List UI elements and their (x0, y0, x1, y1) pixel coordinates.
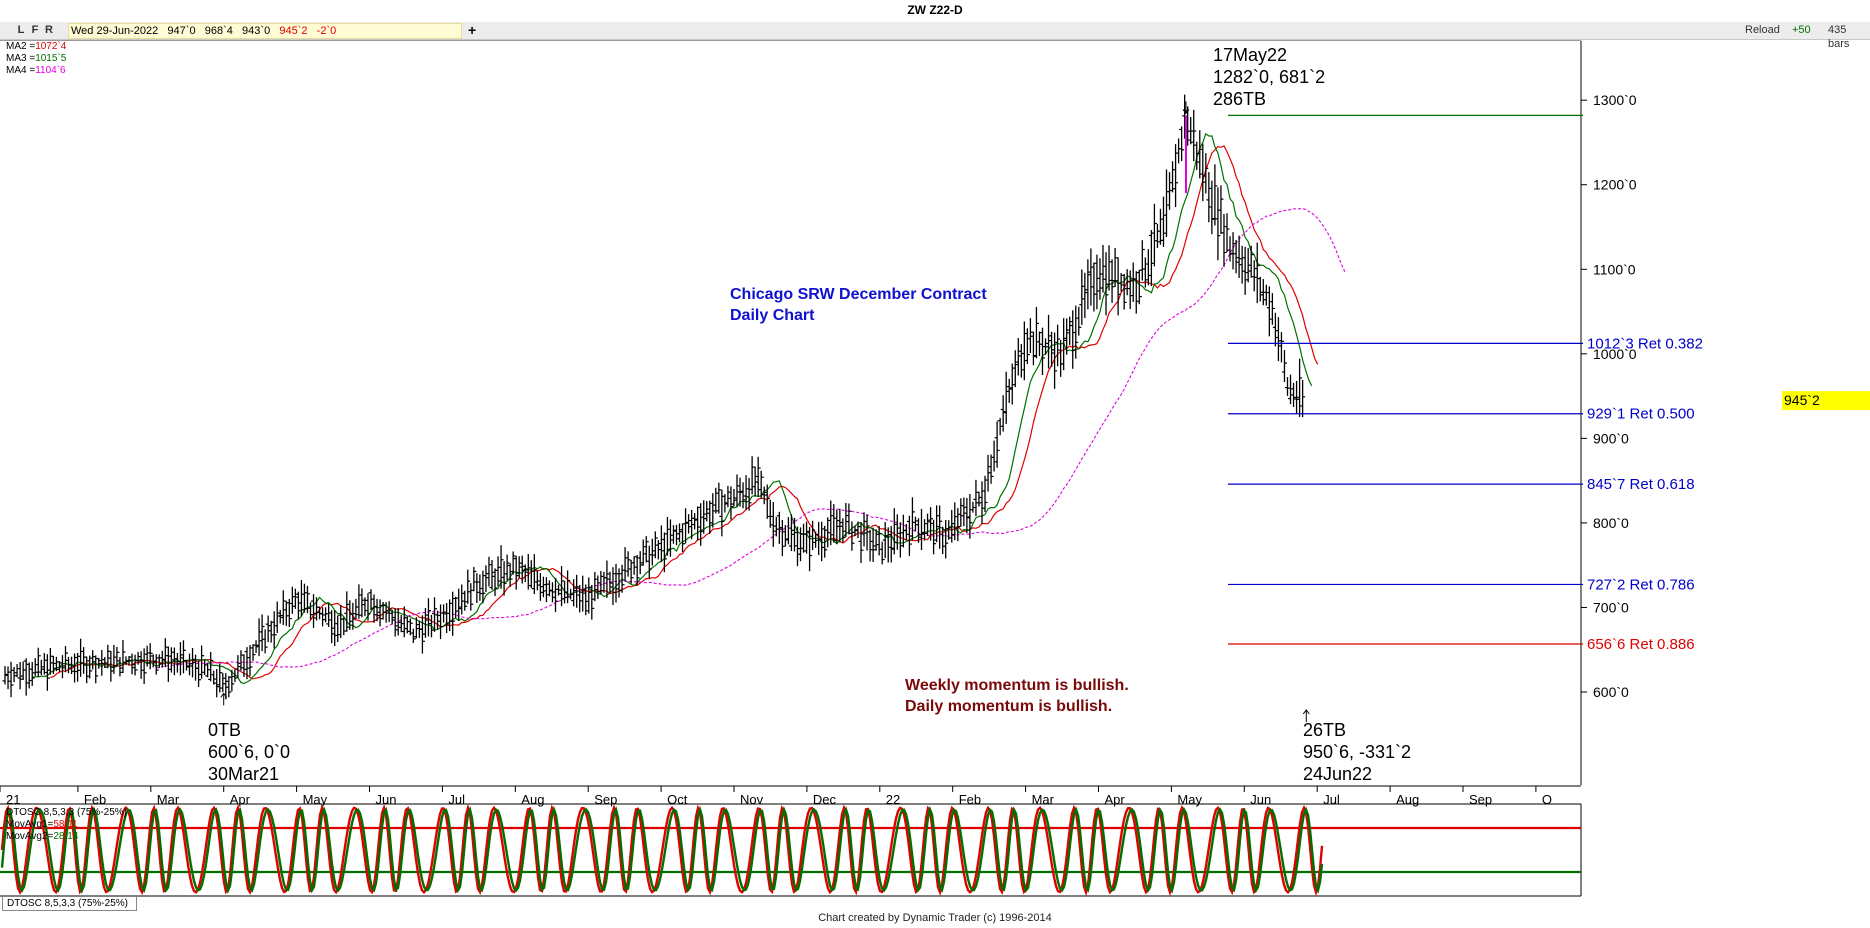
bar-date: Wed 29-Jun-2022 (71, 25, 159, 37)
annotation-high-date: 17May22 (1213, 45, 1288, 65)
osc-ma1-value: 58.11 (53, 819, 78, 830)
x-tick-label: 21 (6, 792, 20, 807)
osc-ma2-value: 28.14 (53, 831, 79, 842)
x-tick-label: May (1177, 792, 1202, 807)
last-price-tag (1782, 391, 1870, 411)
x-tick-label: Oct (667, 792, 688, 807)
x-tick-label: Feb (959, 792, 981, 807)
bar-close: 945`2 (279, 25, 308, 37)
x-tick-label: Apr (230, 792, 251, 807)
ma4-line (156, 208, 1346, 669)
x-tick-label: Jun (376, 792, 397, 807)
toolbar-button-l[interactable]: L (17, 24, 25, 36)
x-tick-label: Mar (157, 792, 180, 807)
osc-movavg1-line (0, 803, 1324, 897)
x-tick-label: May (303, 792, 328, 807)
annotation-low-end: 26TB 950`6, -331`2 24Jun22 (1303, 719, 1411, 785)
y-tick-label: 700`0 (1593, 599, 1629, 615)
annotation-low-end-price: 950`6, -331`2 (1303, 742, 1412, 762)
y-tick-label: 600`0 (1593, 684, 1629, 700)
momentum-note: Weekly momentum is bullish. Daily moment… (905, 675, 1129, 717)
osc-ma2-name: MovAvg2 (6, 831, 48, 842)
x-tick-label: Dec (813, 792, 837, 807)
y-tick-label: 900`0 (1593, 430, 1629, 446)
ma2-value: 1072`4 (35, 41, 67, 52)
annotation-low-start-count: 0TB (208, 720, 242, 740)
bar-low: 943`0 (242, 25, 271, 37)
ma2-line (50, 145, 1319, 680)
annotation-high: 17May22 1282`0, 681`2 286TB (1213, 44, 1325, 110)
ma2-label: MA2 = (6, 41, 36, 52)
toolbar: L F R Wed 29-Jun-2022 947`0 968`4 943`0 … (0, 22, 1870, 50)
retracement-label: 656`6 Ret 0.886 (1587, 636, 1695, 653)
x-tick-label: Aug (1396, 792, 1419, 807)
plus-count: +50 (1792, 24, 1811, 36)
annotation-high-price: 1282`0, 681`2 (1213, 67, 1326, 87)
x-tick-label: Mar (1032, 792, 1055, 807)
window-title: ZW Z22-D (907, 3, 963, 17)
annotation-arrowhead (1182, 109, 1190, 115)
y-tick-label: 1300`0 (1593, 92, 1637, 108)
ma4-value: 1104`6 (35, 65, 66, 76)
toolbar-button-f[interactable]: F (31, 24, 39, 36)
x-tick-label: Jul (448, 792, 465, 807)
panel-top-border (0, 40, 1581, 41)
y-tick-label: 800`0 (1593, 515, 1629, 531)
annotation-arrowhead (1302, 709, 1310, 715)
ma3-label: MA3 = (6, 53, 36, 64)
retracement-label: 845`7 Ret 0.618 (1587, 476, 1695, 493)
ma-legend: MA2 =1072`4 MA3 =1015`5 MA4 =1104`6 (6, 41, 66, 77)
x-tick-label: Aug (521, 792, 544, 807)
chart-title: Chicago SRW December Contract Daily Char… (730, 284, 987, 326)
ma3-value: 1015`5 (35, 53, 67, 64)
osc-legend: DTOSC 8,5,3,3 (75%-25%) MovAvg1=58.11 Mo… (6, 807, 127, 842)
ohlc-bars (2, 94, 1306, 700)
chart-title-line-1: Chicago SRW December Contract (730, 286, 987, 303)
x-tick-label: Apr (1105, 792, 1126, 807)
y-tick-label: 1100`0 (1593, 261, 1636, 277)
retracement-label: 929`1 Ret 0.500 (1587, 406, 1695, 423)
bar-change: -2`0 (316, 25, 337, 37)
y-tick-label: 1000`0 (1593, 346, 1637, 362)
annotation-high-count: 286TB (1213, 89, 1267, 109)
momentum-daily: Daily momentum is bullish. (905, 698, 1113, 715)
bar-info-box: Wed 29-Jun-2022 947`0 968`4 943`0 945`2 … (68, 23, 462, 39)
x-tick-label: Jul (1323, 792, 1340, 807)
x-tick-label: O (1542, 792, 1552, 807)
bars-count: 435 bars (1828, 24, 1850, 50)
bar-open: 947`0 (167, 25, 196, 37)
osc-ma1-name: MovAvg1 (6, 819, 48, 830)
x-tick-label: Sep (594, 792, 617, 807)
annotation-low-end-count: 26TB (1303, 720, 1347, 740)
osc-tab[interactable]: DTOSC 8,5,3,3 (75%-25%) (2, 897, 137, 911)
x-tick-label: Sep (1469, 792, 1492, 807)
osc-movavg2-line (0, 805, 1324, 895)
retracement-label: 1012`3 Ret 0.382 (1587, 335, 1703, 352)
annotation-low-end-date: 24Jun22 (1303, 764, 1373, 784)
ma3-line (32, 132, 1313, 685)
y-tick-label: 1200`0 (1593, 177, 1637, 193)
chart-title-line-2: Daily Chart (730, 307, 815, 324)
toolbar-button-r[interactable]: R (45, 24, 53, 36)
bar-high: 968`4 (204, 25, 233, 37)
annotation-low-start-price: 600`6, 0`0 (208, 742, 291, 762)
reload-button[interactable]: Reload (1745, 24, 1780, 36)
footer-credit: Chart created by Dynamic Trader (c) 1996… (818, 912, 1052, 924)
retracement-label: 727`2 Ret 0.786 (1587, 576, 1695, 593)
x-tick-label: Nov (740, 792, 764, 807)
x-tick-label: Jun (1250, 792, 1271, 807)
add-indicator-button[interactable]: + (468, 22, 477, 38)
last-price-label: 945`2 (1784, 392, 1820, 408)
osc-name: DTOSC 8,5,3,3 (75%-25%) (6, 807, 127, 818)
momentum-weekly: Weekly momentum is bullish. (905, 677, 1129, 694)
annotation-arrowhead (220, 692, 228, 698)
annotation-low-start: 0TB 600`6, 0`0 30Mar21 (208, 719, 290, 785)
annotation-low-start-date: 30Mar21 (208, 764, 280, 784)
ma4-label: MA4 = (6, 65, 36, 76)
osc-tab-label: DTOSC 8,5,3,3 (75%-25%) (7, 898, 128, 909)
x-tick-label: 22 (886, 792, 900, 807)
x-tick-label: Feb (84, 792, 106, 807)
